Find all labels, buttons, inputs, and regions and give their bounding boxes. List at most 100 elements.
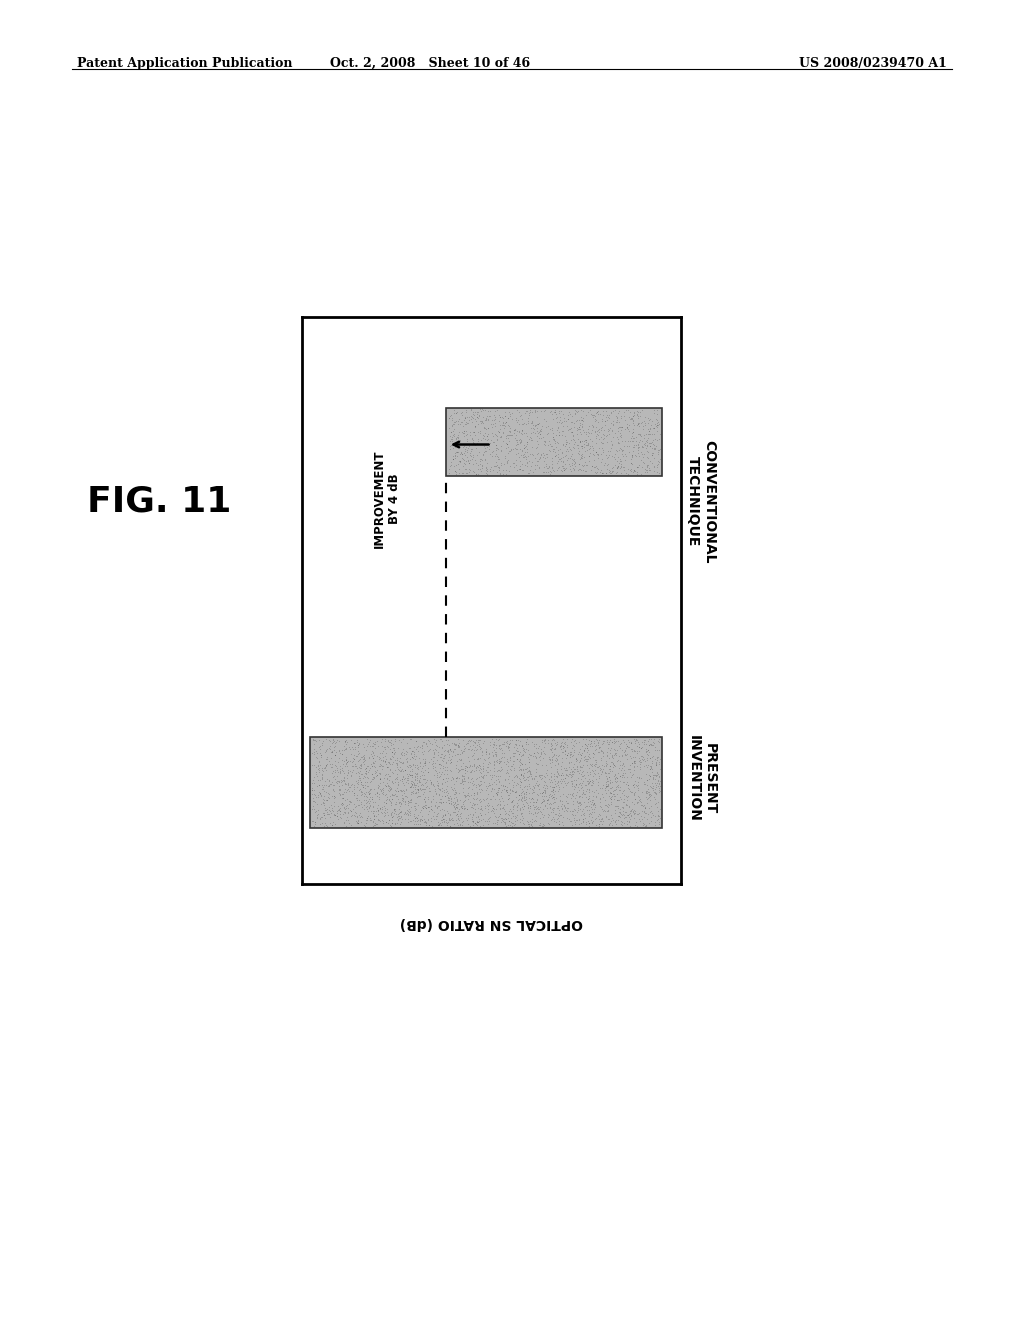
Point	[547, 750, 563, 771]
Point	[336, 741, 352, 762]
Point	[504, 791, 520, 812]
Point	[609, 407, 626, 428]
Point	[536, 780, 552, 801]
Point	[366, 767, 382, 788]
Point	[338, 796, 354, 817]
Point	[608, 412, 625, 433]
Point	[614, 764, 631, 785]
Point	[492, 418, 508, 440]
Point	[618, 772, 635, 793]
Point	[440, 808, 457, 829]
Point	[548, 812, 564, 833]
Point	[564, 774, 581, 795]
Point	[407, 768, 423, 789]
Point	[393, 805, 410, 826]
Point	[561, 742, 578, 763]
Point	[310, 737, 327, 758]
Point	[402, 743, 419, 764]
Point	[497, 405, 513, 426]
Point	[499, 733, 515, 754]
Point	[481, 774, 498, 795]
Point	[579, 737, 595, 758]
Point	[539, 789, 555, 810]
Point	[530, 737, 547, 758]
Point	[571, 412, 588, 433]
Point	[447, 735, 464, 756]
Point	[431, 779, 447, 800]
Point	[521, 759, 538, 780]
Point	[456, 768, 472, 789]
Point	[590, 400, 606, 421]
Point	[623, 458, 639, 479]
Point	[329, 770, 345, 791]
Point	[622, 809, 638, 830]
Point	[416, 808, 432, 829]
Point	[516, 454, 532, 475]
Point	[595, 787, 611, 808]
Point	[482, 807, 499, 828]
Point	[482, 752, 499, 774]
Point	[561, 401, 578, 422]
Point	[447, 809, 464, 830]
Point	[460, 733, 476, 754]
Point	[633, 463, 649, 484]
Point	[414, 779, 430, 800]
Point	[609, 421, 626, 442]
Point	[631, 734, 647, 755]
Point	[386, 799, 402, 820]
Point	[497, 416, 513, 437]
Point	[395, 751, 412, 772]
Point	[411, 795, 427, 816]
Point	[641, 409, 657, 430]
Point	[414, 805, 430, 826]
Point	[614, 441, 631, 462]
Point	[413, 760, 429, 781]
Point	[587, 421, 603, 442]
Point	[488, 462, 505, 483]
Point	[632, 791, 648, 812]
Point	[646, 772, 663, 793]
Point	[455, 810, 471, 832]
Point	[611, 440, 628, 461]
Point	[524, 412, 541, 433]
Point	[388, 791, 404, 812]
Point	[537, 771, 553, 792]
Point	[603, 793, 620, 814]
Point	[467, 793, 483, 814]
Point	[321, 771, 337, 792]
Point	[572, 445, 589, 466]
Point	[548, 735, 564, 756]
Point	[547, 399, 563, 420]
Point	[637, 458, 653, 479]
Point	[551, 803, 567, 824]
Point	[611, 425, 628, 446]
Point	[388, 763, 404, 784]
Point	[453, 760, 469, 781]
Point	[518, 781, 535, 803]
Point	[599, 775, 615, 796]
Point	[470, 805, 486, 826]
Point	[452, 814, 468, 836]
Point	[496, 812, 512, 833]
Point	[639, 739, 655, 760]
Point	[443, 733, 460, 754]
Point	[611, 735, 628, 756]
Point	[455, 455, 471, 477]
Point	[630, 731, 646, 752]
Point	[315, 760, 332, 781]
Point	[415, 775, 431, 796]
Point	[629, 457, 645, 478]
Point	[473, 791, 489, 812]
Point	[531, 783, 548, 804]
Point	[521, 797, 538, 818]
Point	[402, 776, 419, 797]
Point	[306, 743, 323, 764]
Point	[456, 738, 472, 759]
Point	[613, 766, 630, 787]
Point	[506, 760, 522, 781]
Point	[303, 779, 319, 800]
Point	[317, 800, 334, 821]
Point	[342, 799, 358, 820]
Point	[437, 730, 454, 751]
Point	[412, 809, 428, 830]
